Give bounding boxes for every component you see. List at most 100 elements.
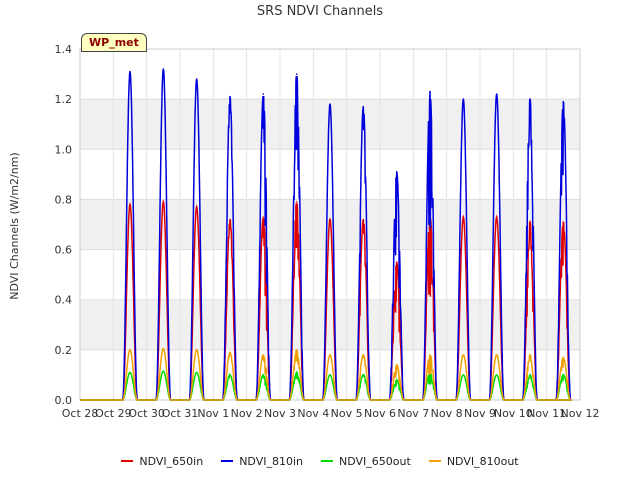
peak-point — [495, 354, 498, 356]
y-tick-label: 0.0 — [55, 394, 73, 407]
y-tick-label: 1.2 — [55, 93, 73, 106]
x-tick-label: Nov 9 — [464, 407, 496, 420]
legend-item: NDVI_650out — [321, 452, 411, 470]
peak-point — [462, 98, 465, 100]
peak-point — [129, 371, 131, 374]
x-tick-label: Oct 28 — [62, 407, 99, 420]
peak-point — [262, 354, 265, 356]
peak-point — [562, 100, 565, 103]
peak-point — [429, 90, 431, 93]
peak-point — [195, 206, 198, 208]
peak-point — [495, 374, 498, 376]
grid-bands — [80, 49, 580, 400]
y-tick-label: 0.8 — [55, 193, 73, 206]
peak-point — [362, 374, 365, 376]
legend-swatch — [321, 460, 334, 462]
peak-point — [529, 98, 531, 100]
y-tick-label: 1.4 — [55, 43, 73, 56]
peak-point — [562, 221, 565, 223]
peak-point — [229, 374, 231, 376]
y-axis-label: NDVI Channels (W/m2/nm) — [8, 152, 21, 299]
x-tick-label: Nov 8 — [431, 407, 463, 420]
peak-point — [129, 70, 131, 73]
grid-band — [80, 149, 580, 200]
peak-point — [229, 218, 231, 221]
peak-point — [295, 73, 298, 75]
x-tick-label: Nov 11 — [527, 407, 566, 420]
x-tick-label: Nov 10 — [494, 407, 533, 420]
legend-label: NDVI_650out — [339, 454, 411, 468]
peak-point — [295, 371, 298, 374]
peak-point — [362, 218, 365, 221]
peak-point — [262, 216, 265, 218]
x-tick-label: Nov 5 — [331, 407, 363, 420]
peak-point — [229, 95, 231, 98]
peak-point — [429, 354, 431, 356]
peak-point — [162, 347, 165, 350]
y-tick-label: 0.2 — [55, 344, 73, 357]
peak-point — [462, 216, 465, 218]
grid-band — [80, 49, 580, 100]
peak-point — [329, 354, 331, 356]
x-tick-label: Oct 29 — [95, 407, 132, 420]
peak-point — [129, 349, 131, 351]
peak-point — [395, 379, 398, 381]
grid-band — [80, 249, 580, 300]
x-tick-label: Nov 6 — [364, 407, 396, 420]
legend-item: NDVI_650in — [121, 452, 203, 470]
peak-point — [362, 105, 365, 108]
peak-point — [195, 371, 198, 374]
peak-point — [162, 370, 165, 373]
peak-point — [329, 374, 331, 376]
peak-point — [129, 203, 131, 206]
peak-point — [162, 68, 165, 70]
y-axis-ticks: 0.0 0.2 0.4 0.6 0.8 1.0 1.2 1.4 — [55, 43, 73, 407]
legend-label: NDVI_650in — [139, 454, 204, 468]
peak-point — [462, 354, 465, 356]
y-tick-label: 0.6 — [55, 244, 73, 257]
legend-swatch — [428, 460, 441, 462]
x-tick-label: Nov 1 — [197, 407, 229, 420]
peak-point — [262, 374, 265, 376]
series-layer — [80, 68, 573, 401]
peak-point — [495, 93, 498, 95]
peak-point — [162, 201, 165, 203]
peak-point — [462, 374, 465, 376]
legend: NDVI_650in NDVI_810in NDVI_650out NDVI_810o… — [0, 452, 640, 470]
legend-swatch — [121, 460, 134, 462]
grid-band — [80, 299, 580, 350]
x-tick-label: Nov 7 — [397, 407, 429, 420]
x-tick-label: Oct 30 — [128, 407, 165, 420]
peak-point — [395, 171, 398, 173]
y-tick-label: 0.4 — [55, 294, 73, 307]
series-line — [80, 347, 573, 401]
legend-item: NDVI_810out — [428, 452, 519, 470]
x-tick-label: Oct 31 — [162, 407, 199, 420]
x-tick-label: Nov 4 — [297, 407, 329, 420]
peak-point — [562, 374, 565, 376]
station-badge: WP_met — [81, 33, 147, 52]
x-tick-label: Nov 3 — [264, 407, 296, 420]
peak-point — [495, 216, 498, 218]
peak-point — [229, 351, 231, 354]
chart-title: SRS NDVI Channels — [257, 4, 383, 19]
y-tick-label: 1.0 — [55, 143, 73, 156]
x-tick-label: Nov 2 — [231, 407, 263, 420]
peak-point — [195, 78, 198, 80]
peak-point — [529, 354, 531, 356]
peak-point — [195, 349, 198, 351]
legend-label: NDVI_810in — [239, 454, 304, 468]
plot-area — [79, 48, 581, 401]
peak-point — [329, 218, 331, 221]
series-NDVI_810out — [80, 347, 573, 401]
legend-label: NDVI_810out — [446, 454, 519, 468]
peak-point — [295, 349, 298, 351]
peak-point — [362, 354, 365, 356]
peak-point — [329, 103, 331, 105]
x-tick-label: Nov 12 — [561, 407, 600, 420]
peak-point — [562, 356, 565, 359]
peak-point — [529, 374, 531, 376]
peak-point — [529, 221, 531, 223]
